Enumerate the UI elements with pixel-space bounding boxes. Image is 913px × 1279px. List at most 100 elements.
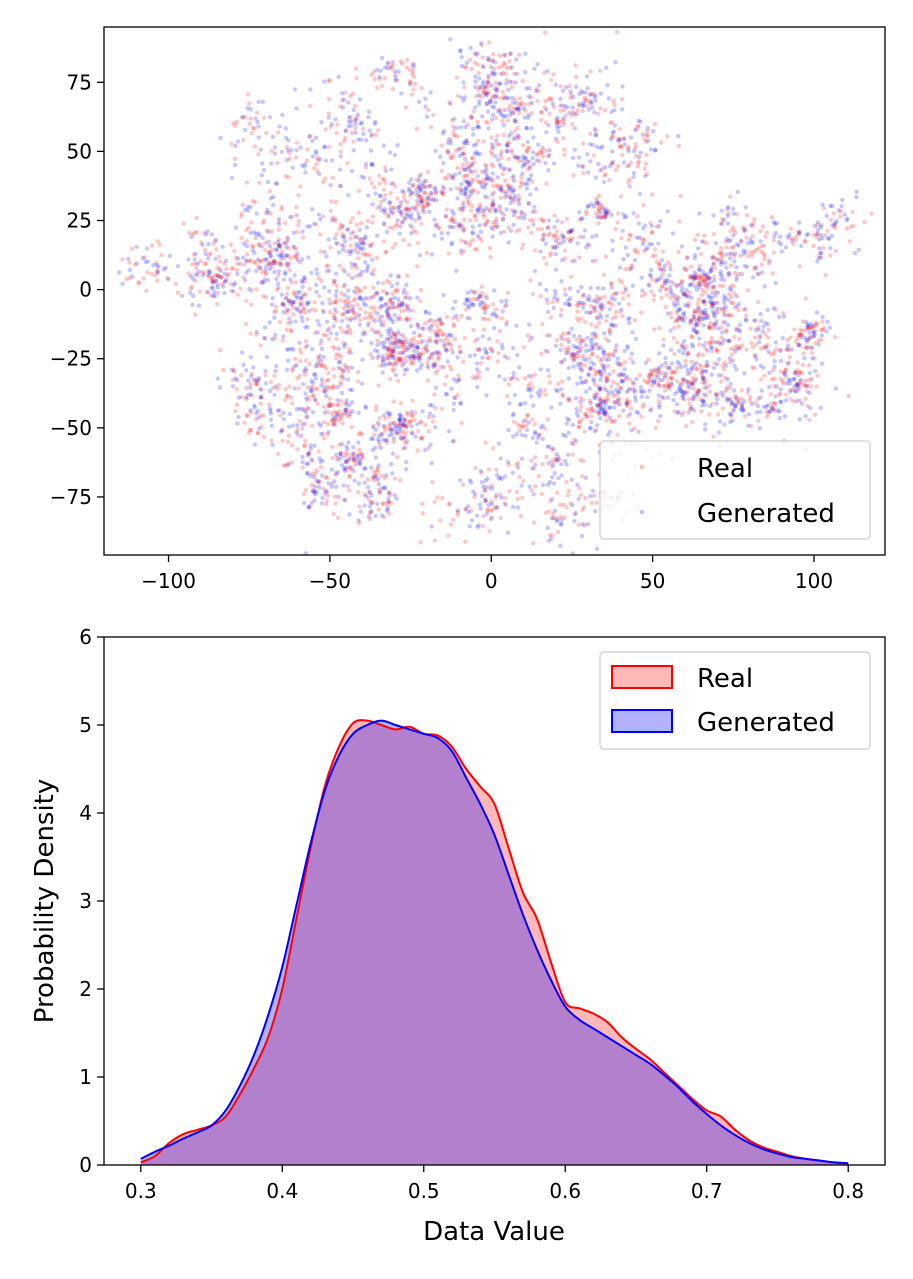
scatter-point-real (326, 386, 332, 391)
scatter-point-generated (341, 376, 346, 381)
scatter-point-real (325, 263, 331, 269)
scatter-point-real (490, 226, 496, 232)
scatter-point-generated (778, 399, 783, 405)
scatter-point-generated (626, 163, 632, 168)
scatter-point-generated (409, 212, 414, 217)
scatter-point-real (348, 93, 353, 99)
scatter-point-real (624, 403, 630, 408)
scatter-point-generated (597, 387, 603, 392)
scatter-point-real (340, 340, 346, 346)
scatter-point-generated (360, 357, 365, 362)
scatter-point-generated (387, 150, 393, 155)
scatter-point-real (401, 446, 406, 451)
scatter-point-generated (714, 319, 719, 324)
scatter-point-generated (621, 257, 626, 262)
scatter-point-generated (256, 375, 262, 381)
scatter-point-generated (581, 356, 586, 362)
scatter-point-real (460, 208, 465, 213)
scatter-point-real (612, 418, 617, 423)
scatter-point-real (465, 197, 470, 202)
scatter-point-real (420, 198, 425, 204)
scatter-point-generated (793, 389, 799, 394)
scatter-point-real (595, 342, 600, 348)
scatter-point-real (415, 448, 420, 453)
scatter-point-generated (373, 318, 378, 324)
scatter-point-real (473, 213, 478, 218)
scatter-point-real (330, 175, 335, 180)
scatter-point-generated (595, 285, 601, 291)
scatter-point-real (369, 327, 375, 332)
scatter-point-generated (384, 230, 390, 235)
scatter-point-generated (382, 197, 387, 202)
scatter-point-real (704, 364, 709, 369)
scatter-point-generated (508, 200, 513, 206)
scatter-point-real (656, 418, 661, 424)
scatter-point-real (477, 347, 482, 353)
scatter-point-generated (699, 309, 705, 314)
scatter-point-generated (584, 343, 589, 348)
scatter-point-real (593, 258, 598, 263)
scatter-point-real (605, 378, 610, 384)
scatter-point-generated (416, 345, 421, 350)
scatter-point-generated (599, 315, 604, 320)
scatter-point-generated (653, 148, 658, 153)
scatter-point-real (287, 261, 292, 266)
scatter-point-real (460, 166, 465, 171)
scatter-point-generated (381, 359, 386, 364)
scatter-point-generated (685, 371, 690, 377)
scatter-point-real (359, 451, 365, 457)
scatter-point-real (625, 402, 630, 407)
scatter-point-real (438, 328, 443, 334)
scatter-point-generated (463, 124, 468, 130)
scatter-point-generated (692, 252, 698, 258)
scatter-point-generated (545, 225, 551, 230)
scatter-point-real (690, 419, 695, 425)
scatter-point-generated (504, 142, 510, 147)
scatter-point-real (651, 297, 656, 303)
scatter-point-generated (492, 105, 497, 110)
scatter-point-real (479, 294, 484, 299)
scatter-point-generated (346, 119, 352, 124)
scatter-point-generated (669, 361, 675, 366)
scatter-point-generated (594, 315, 600, 320)
scatter-point-generated (520, 154, 526, 159)
scatter-point-real (644, 129, 650, 134)
scatter-point-generated (761, 365, 766, 370)
scatter-point-real (340, 267, 346, 272)
scatter-point-generated (533, 429, 538, 435)
scatter-point-generated (713, 300, 718, 306)
scatter-point-generated (796, 231, 802, 236)
scatter-point-generated (268, 417, 274, 422)
scatter-point-generated (525, 139, 530, 145)
scatter-point-real (815, 321, 820, 327)
scatter-point-generated (381, 345, 387, 350)
scatter-point-generated (375, 291, 380, 296)
scatter-point-real (517, 96, 522, 101)
scatter-point-generated (222, 271, 228, 276)
scatter-point-generated (291, 347, 296, 352)
scatter-point-real (411, 341, 416, 346)
scatter-point-generated (636, 118, 641, 123)
scatter-point-generated (824, 329, 829, 334)
scatter-point-generated (398, 435, 404, 441)
scatter-point-real (711, 262, 716, 267)
scatter-point-generated (595, 201, 600, 206)
scatter-point-real (609, 419, 614, 424)
scatter-point-generated (639, 389, 645, 395)
scatter-point-generated (351, 445, 356, 450)
scatter-point-generated (720, 340, 725, 346)
scatter-point-real (470, 155, 475, 161)
scatter-point-real (539, 150, 544, 156)
scatter-point-real (477, 369, 482, 375)
scatter-point-real (518, 514, 524, 519)
scatter-point-generated (264, 228, 270, 234)
scatter-point-real (461, 249, 467, 254)
scatter-point-generated (819, 361, 825, 366)
scatter-point-generated (616, 139, 621, 144)
scatter-point-real (815, 373, 820, 378)
scatter-point-real (549, 77, 554, 83)
scatter-point-generated (595, 300, 600, 305)
scatter-point-real (300, 302, 305, 307)
scatter-point-generated (458, 49, 463, 54)
scatter-point-real (569, 113, 575, 118)
